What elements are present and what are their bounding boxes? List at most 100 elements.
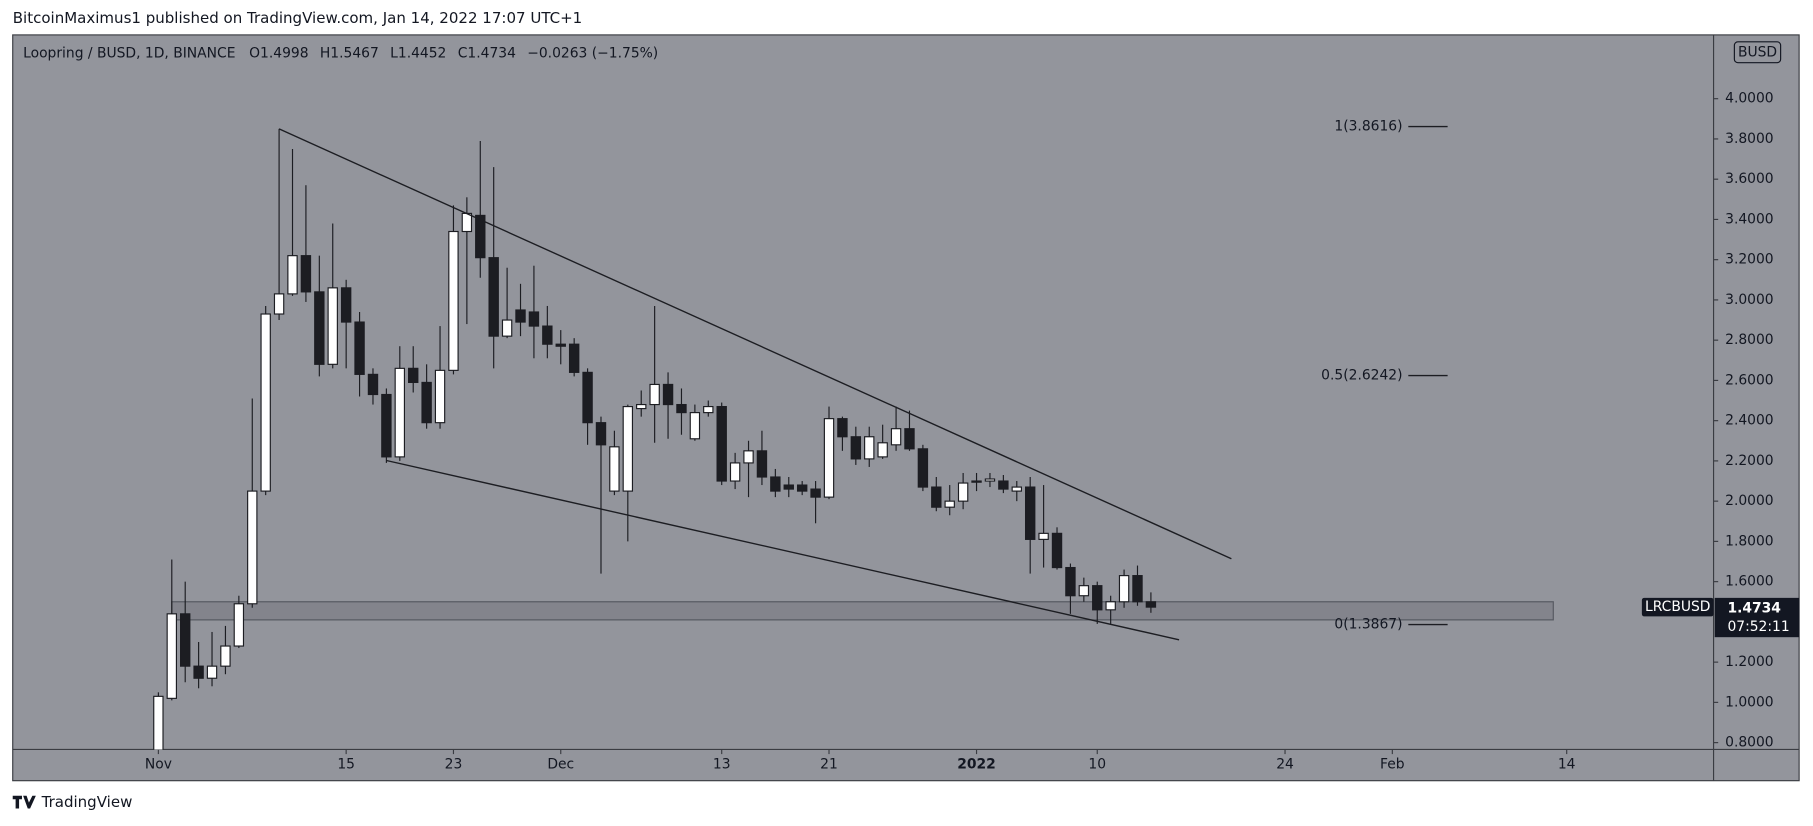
candle-body bbox=[327, 287, 338, 365]
legend: Loopring / BUSD, 1D, BINANCE O1.4998 H 1.… bbox=[23, 45, 658, 61]
candle-body bbox=[542, 325, 553, 345]
candle-body bbox=[206, 665, 218, 679]
candle-body bbox=[1038, 532, 1049, 540]
brand-logo bbox=[12, 795, 36, 809]
time-axis bbox=[12, 749, 1800, 781]
legend-title: Loopring / BUSD, 1D, BINANCE bbox=[23, 45, 235, 61]
candle-body bbox=[917, 448, 929, 488]
candle-body bbox=[676, 403, 687, 414]
candle-body bbox=[850, 436, 862, 460]
candle-body bbox=[689, 412, 701, 440]
y-tick-label: 3.2000 bbox=[1725, 252, 1774, 268]
candle-body bbox=[743, 450, 754, 464]
frame bbox=[12, 34, 1800, 782]
candle-body bbox=[421, 381, 432, 424]
candle-body bbox=[649, 383, 660, 406]
candle-body bbox=[1024, 486, 1036, 540]
legend-value: 1.4734 bbox=[467, 45, 516, 61]
legend-key: L bbox=[390, 45, 398, 61]
candle-body bbox=[300, 255, 312, 293]
y-tick-label: 4.0000 bbox=[1725, 91, 1774, 107]
fib-label: 1(3.8616) bbox=[1334, 119, 1402, 135]
candle-body bbox=[1065, 566, 1076, 597]
symbol-label: LRCBUSD bbox=[1645, 599, 1710, 615]
candle-body bbox=[180, 613, 191, 667]
candle-body bbox=[166, 613, 177, 699]
candle-body bbox=[837, 418, 848, 438]
x-tick-label: Dec bbox=[547, 757, 574, 773]
legend-value: 1.4998 bbox=[260, 45, 309, 61]
last-price: 1.4734 bbox=[1727, 600, 1780, 616]
legend-key: H bbox=[320, 45, 330, 61]
candle-body bbox=[877, 442, 888, 458]
x-tick-label: 14 bbox=[1558, 757, 1576, 773]
trendline bbox=[278, 128, 1232, 560]
candle-body bbox=[957, 482, 969, 502]
y-tick-label: 2.2000 bbox=[1725, 453, 1774, 469]
y-tick-label: 2.0000 bbox=[1725, 493, 1774, 509]
marks: 1(3.8616) 0.5(2.6242) 0(1.3867) 0.8000 1.000… bbox=[145, 91, 1800, 773]
candle-body bbox=[153, 695, 164, 750]
legend-change: −0.0263 (−1.75%) bbox=[527, 45, 658, 61]
legend-key: C bbox=[458, 45, 468, 61]
symbol-box bbox=[1641, 597, 1714, 617]
candle-body bbox=[568, 343, 580, 373]
price-box bbox=[1714, 597, 1800, 638]
published-note: BitcoinMaximus1 published on TradingView… bbox=[13, 9, 583, 27]
candle-body bbox=[220, 645, 231, 667]
currency: BUSD bbox=[1738, 44, 1777, 60]
candle-body bbox=[1078, 585, 1090, 597]
candle-body bbox=[247, 490, 258, 605]
candle-body bbox=[340, 287, 352, 323]
x-tick-label: Nov bbox=[145, 757, 172, 773]
candle-body bbox=[783, 484, 794, 490]
y-tick-label: 2.4000 bbox=[1725, 413, 1774, 429]
candle-body bbox=[823, 418, 835, 498]
candle-body bbox=[287, 255, 298, 295]
candle-body bbox=[488, 257, 499, 337]
trendline bbox=[386, 459, 1180, 641]
candle-body bbox=[984, 478, 996, 482]
candle-body bbox=[475, 214, 486, 259]
candle-body bbox=[515, 309, 526, 323]
candle-body bbox=[944, 500, 955, 508]
candle-body bbox=[354, 321, 365, 375]
y-tick-label: 1.8000 bbox=[1725, 533, 1774, 549]
candle-body bbox=[314, 291, 325, 365]
y-tick-label: 2.6000 bbox=[1725, 372, 1774, 388]
fib-label: 0.5(2.6242) bbox=[1321, 368, 1402, 384]
candle-body bbox=[461, 212, 473, 233]
fib-label: 0(1.3867) bbox=[1334, 617, 1402, 633]
candle-body bbox=[448, 230, 459, 371]
candle-body bbox=[729, 462, 741, 482]
candle-body bbox=[636, 403, 647, 410]
y-tick-label: 3.8000 bbox=[1725, 131, 1774, 147]
candle-body bbox=[367, 373, 379, 396]
candle-body bbox=[662, 383, 674, 406]
y-tick-label: 1.2000 bbox=[1725, 654, 1774, 670]
countdown: 07:52:11 bbox=[1727, 619, 1789, 635]
legend-value: 1.4452 bbox=[398, 45, 447, 61]
candle-body bbox=[770, 476, 781, 492]
candle-body bbox=[1132, 575, 1143, 603]
overlay: Loopring / BUSD, 1D, BINANCE O1.4998 H 1.… bbox=[12, 41, 1782, 811]
candle-body bbox=[434, 369, 446, 424]
candle-body bbox=[796, 484, 808, 492]
candle-body bbox=[998, 480, 1009, 490]
y-tick-label: 3.6000 bbox=[1725, 171, 1774, 187]
candle-body bbox=[1051, 532, 1063, 569]
candle-body bbox=[971, 480, 982, 483]
candle-body bbox=[716, 405, 727, 482]
legend-key: O bbox=[249, 45, 260, 61]
candle-body bbox=[1105, 601, 1116, 611]
candle-body bbox=[864, 436, 875, 460]
candle-body bbox=[890, 428, 902, 446]
y-tick-label: 2.8000 bbox=[1725, 332, 1774, 348]
x-tick-label: 13 bbox=[713, 757, 731, 773]
candle-body bbox=[609, 446, 620, 492]
currency-box bbox=[1733, 41, 1782, 64]
candle-body bbox=[1092, 585, 1103, 611]
candle-body bbox=[394, 367, 406, 458]
y-tick-label: 3.4000 bbox=[1725, 211, 1774, 227]
